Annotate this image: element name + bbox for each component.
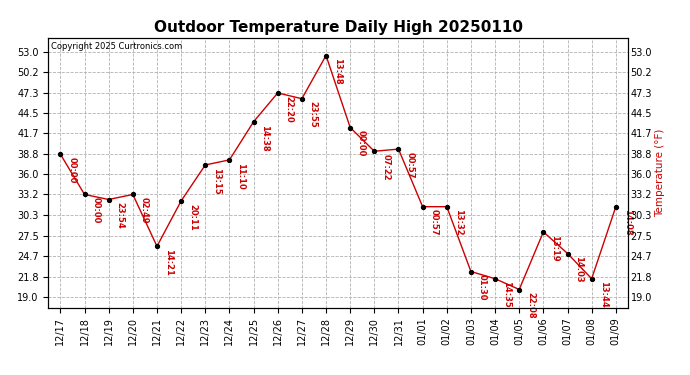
Point [345, 124, 356, 130]
Text: 00:00: 00:00 [68, 157, 77, 183]
Text: 13:19: 13:19 [551, 235, 560, 261]
Text: 00:00: 00:00 [357, 130, 366, 157]
Point [104, 196, 115, 202]
Text: 02:49: 02:49 [140, 197, 149, 224]
Point [442, 204, 453, 210]
Point [514, 286, 525, 292]
Text: 00:00: 00:00 [92, 197, 101, 223]
Point [321, 53, 332, 58]
Point [297, 96, 308, 102]
Text: 00:57: 00:57 [430, 210, 439, 236]
Text: 22:20: 22:20 [285, 96, 294, 123]
Point [79, 192, 90, 198]
Text: 13:32: 13:32 [454, 210, 463, 236]
Text: 13:44: 13:44 [599, 282, 608, 308]
Point [273, 90, 284, 96]
Text: 14:38: 14:38 [261, 124, 270, 151]
Point [248, 119, 259, 125]
Point [417, 204, 428, 210]
Point [538, 229, 549, 235]
Text: 13:48: 13:48 [333, 58, 342, 85]
Text: Copyright 2025 Curtronics.com: Copyright 2025 Curtronics.com [51, 42, 182, 51]
Point [586, 276, 598, 282]
Point [466, 268, 477, 274]
Point [562, 251, 573, 257]
Point [490, 276, 501, 282]
Text: 23:54: 23:54 [116, 202, 125, 229]
Point [176, 198, 187, 204]
Text: 00:57: 00:57 [406, 152, 415, 178]
Text: 14:21: 14:21 [164, 249, 173, 276]
Text: 13:15: 13:15 [213, 168, 221, 195]
Text: 14:35: 14:35 [502, 282, 511, 308]
Text: 20:11: 20:11 [188, 204, 197, 231]
Point [224, 157, 235, 163]
Text: 14:08: 14:08 [623, 210, 632, 236]
Point [369, 148, 380, 154]
Y-axis label: Temperature (°F): Temperature (°F) [656, 128, 665, 217]
Point [200, 162, 211, 168]
Text: 07:22: 07:22 [382, 154, 391, 181]
Point [55, 151, 66, 157]
Point [152, 243, 163, 249]
Point [128, 192, 139, 198]
Point [611, 204, 622, 210]
Text: 11:10: 11:10 [237, 163, 246, 189]
Text: 01:30: 01:30 [478, 274, 487, 301]
Text: 22:08: 22:08 [526, 292, 535, 319]
Text: 23:55: 23:55 [309, 102, 318, 128]
Text: 14:03: 14:03 [575, 256, 584, 283]
Title: Outdoor Temperature Daily High 20250110: Outdoor Temperature Daily High 20250110 [154, 20, 522, 35]
Point [393, 146, 404, 152]
